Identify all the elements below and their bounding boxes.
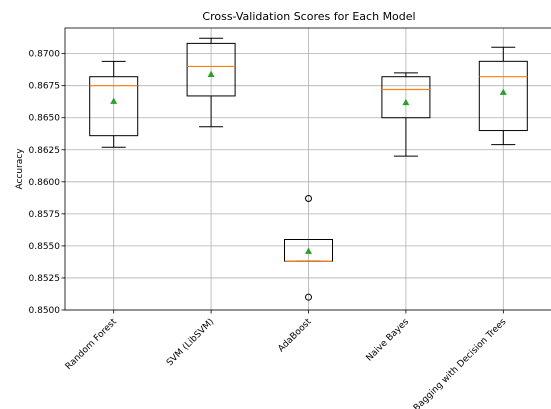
box-group <box>284 194 333 301</box>
y-tick-label: 0.8625 <box>29 146 61 156</box>
mean-marker <box>499 88 507 95</box>
y-tick-label: 0.8525 <box>29 274 61 284</box>
mean-marker <box>207 70 215 77</box>
grid-layer <box>65 28 551 311</box>
mean-marker <box>402 98 410 106</box>
mean-marker <box>305 247 312 254</box>
outlier-point <box>305 194 312 202</box>
plot-frame <box>64 27 551 311</box>
x-tick-label: AdaBoost <box>276 317 314 355</box>
box-iqr <box>478 60 528 132</box>
y-ticks: 0.8500 0.8525 0.8550 0.8575 0.8600 0.8625 0.86… <box>29 50 65 316</box>
y-tick-label: 0.8650 <box>29 114 61 124</box>
box-group <box>478 46 528 146</box>
box-iqr <box>381 76 431 119</box>
x-tick-label: Naive Bayes <box>365 317 412 364</box>
box-layer <box>89 37 528 301</box>
outlier-point <box>305 293 312 301</box>
box-group <box>186 37 236 128</box>
y-axis-label: Accuracy <box>15 148 25 190</box>
x-tick-label: SVM (LibSVM) <box>165 317 216 368</box>
y-tick-label: 0.8550 <box>29 242 61 252</box>
x-tick-label: Random Forest <box>64 317 119 372</box>
chart-title: Cross-Validation Scores for Each Model <box>202 10 415 23</box>
y-tick-label: 0.8575 <box>29 210 61 220</box>
x-tick-label: Bagging with Decision Trees <box>412 317 509 409</box>
y-tick-label: 0.8500 <box>29 306 61 316</box>
box-iqr <box>89 76 139 137</box>
box-group <box>381 72 431 157</box>
y-tick-label: 0.8600 <box>29 178 61 188</box>
mean-marker <box>110 97 118 104</box>
x-ticks: Random Forest SVM (LibSVM) AdaBoost Naive B… <box>64 310 509 409</box>
box-group <box>89 60 139 148</box>
y-tick-label: 0.8675 <box>29 82 61 92</box>
y-tick-label: 0.8700 <box>29 50 61 60</box>
box-iqr <box>186 42 236 97</box>
